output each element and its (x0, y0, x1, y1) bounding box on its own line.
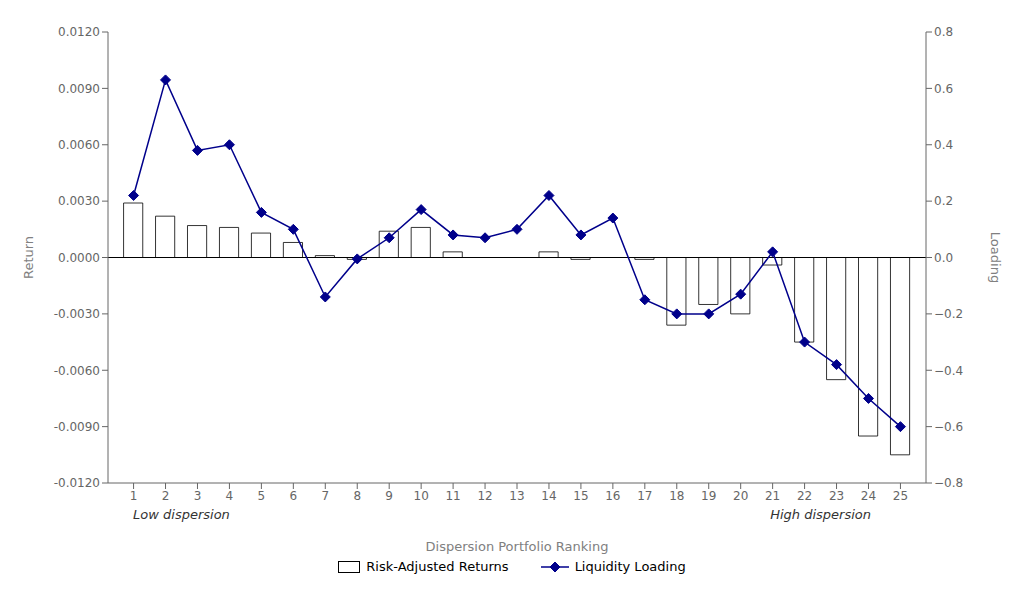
svg-text:−0.6: −0.6 (934, 420, 963, 434)
svg-text:14: 14 (541, 489, 556, 503)
svg-text:6: 6 (290, 489, 298, 503)
svg-text:16: 16 (605, 489, 620, 503)
svg-text:Return: Return (21, 236, 36, 279)
svg-text:0.8: 0.8 (934, 25, 953, 39)
svg-text:−0.8: −0.8 (934, 476, 963, 490)
svg-text:-0.0120: -0.0120 (54, 476, 100, 490)
svg-text:5: 5 (258, 489, 266, 503)
svg-text:-0.0060: -0.0060 (54, 364, 100, 378)
html-text:Liquidity Loading: Liquidity Loading (574, 559, 686, 574)
svg-text:0.0030: 0.0030 (58, 194, 100, 208)
svg-text:7: 7 (321, 489, 329, 503)
svg-text:24: 24 (861, 489, 876, 503)
svg-text:-0.0030: -0.0030 (54, 307, 100, 321)
svg-text:1: 1 (130, 489, 138, 503)
svg-text:23: 23 (829, 489, 844, 503)
svg-text:11: 11 (445, 489, 460, 503)
svg-text:0.0060: 0.0060 (58, 138, 100, 152)
svg-text:19: 19 (701, 489, 716, 503)
svg-text:4: 4 (226, 489, 234, 503)
html-text:Risk-Adjusted Returns: Risk-Adjusted Returns (366, 559, 509, 574)
svg-text:12: 12 (477, 489, 492, 503)
svg-text:0.2: 0.2 (934, 194, 953, 208)
svg-text:−0.4: −0.4 (934, 364, 963, 378)
svg-text:18: 18 (669, 489, 684, 503)
svg-text:13: 13 (509, 489, 524, 503)
svg-text:9: 9 (385, 489, 393, 503)
svg-text:22: 22 (797, 489, 812, 503)
svg-text:17: 17 (637, 489, 652, 503)
svg-text:0.0: 0.0 (934, 251, 953, 265)
svg-text:0.0090: 0.0090 (58, 82, 100, 96)
svg-text:21: 21 (765, 489, 780, 503)
svg-text:Loading: Loading (988, 232, 1003, 283)
svg-text:Dispersion Portfolio Ranking: Dispersion Portfolio Ranking (426, 539, 609, 554)
svg-text:0.0120: 0.0120 (58, 25, 100, 39)
svg-text:10: 10 (414, 489, 429, 503)
svg-text:2: 2 (162, 489, 170, 503)
svg-text:25: 25 (893, 489, 908, 503)
svg-text:-0.0090: -0.0090 (54, 420, 100, 434)
svg-text:3: 3 (194, 489, 202, 503)
svg-text:0.0000: 0.0000 (58, 251, 100, 265)
svg-text:8: 8 (353, 489, 361, 503)
svg-text:15: 15 (573, 489, 588, 503)
svg-text:0.6: 0.6 (934, 82, 953, 96)
svg-text:20: 20 (733, 489, 748, 503)
svg-text:High dispersion: High dispersion (770, 507, 871, 522)
svg-text:−0.2: −0.2 (934, 307, 963, 321)
svg-text:0.4: 0.4 (934, 138, 953, 152)
svg-text:Low dispersion: Low dispersion (133, 507, 230, 522)
